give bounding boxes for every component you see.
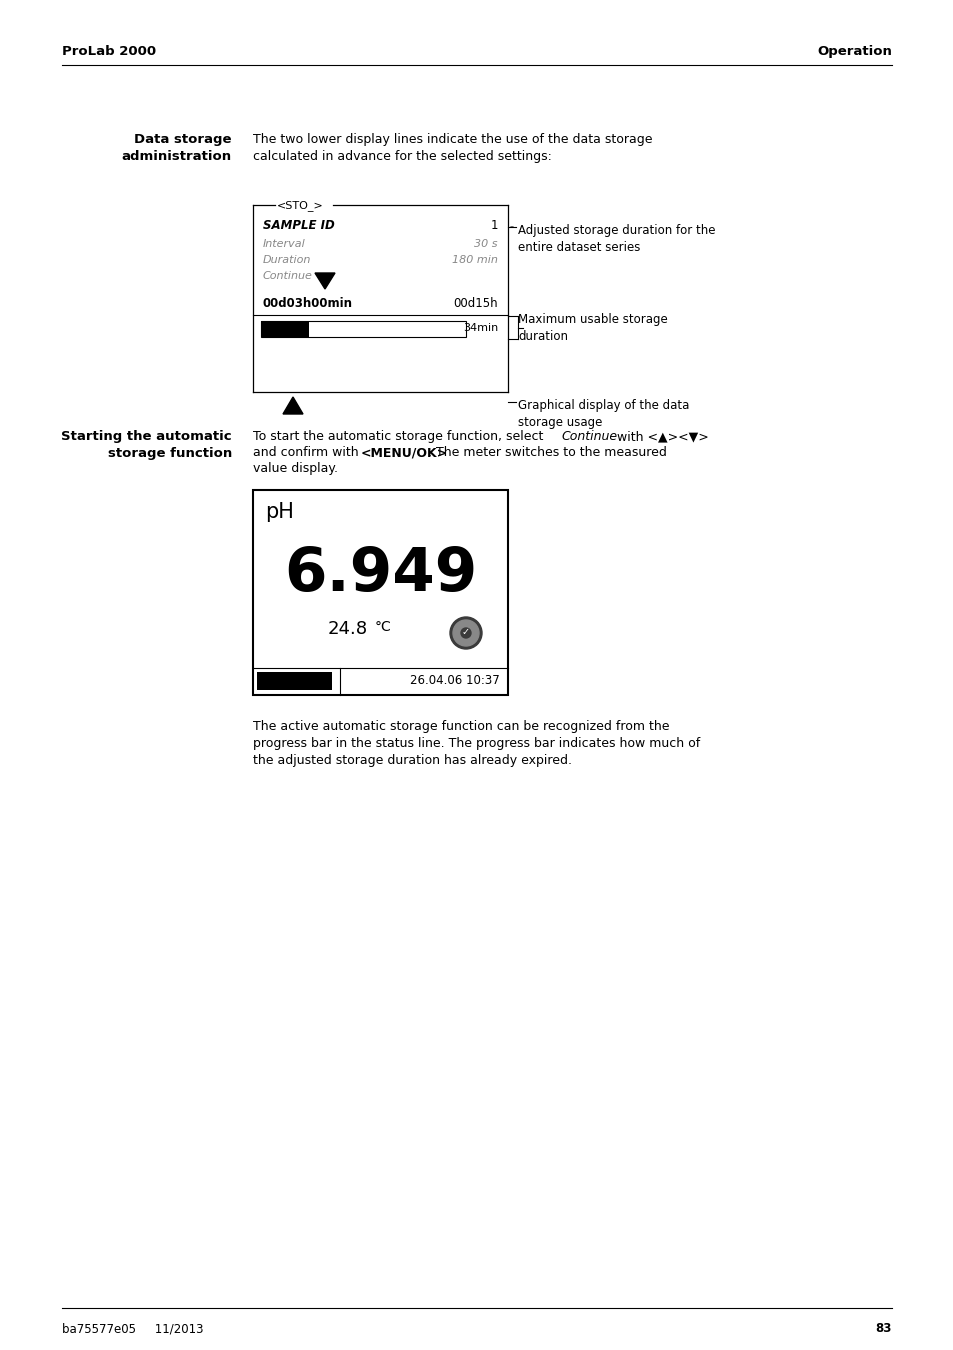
Bar: [261, 321, 309, 338]
Text: To start the automatic storage function, select: To start the automatic storage function,…: [253, 431, 547, 443]
Text: ✓: ✓: [461, 626, 470, 637]
Text: . The meter switches to the measured: . The meter switches to the measured: [428, 446, 666, 459]
Bar: [253, 490, 507, 695]
Text: 00d15h: 00d15h: [453, 297, 497, 310]
Text: °C: °C: [375, 620, 392, 634]
Circle shape: [460, 628, 471, 639]
Text: administration: administration: [122, 150, 232, 163]
Text: Starting the automatic: Starting the automatic: [61, 431, 232, 443]
Text: 1: 1: [490, 219, 497, 232]
Bar: [256, 672, 332, 690]
Text: Operation: Operation: [817, 45, 891, 58]
Text: <STO_>: <STO_>: [276, 200, 323, 211]
Text: SAMPLE ID: SAMPLE ID: [263, 219, 335, 232]
Text: Interval: Interval: [263, 239, 305, 248]
Circle shape: [453, 620, 478, 647]
Bar: [261, 321, 465, 338]
Text: The active automatic storage function can be recognized from the
progress bar in: The active automatic storage function ca…: [253, 720, 700, 767]
Text: The two lower display lines indicate the use of the data storage
calculated in a: The two lower display lines indicate the…: [253, 134, 652, 163]
Text: 6.949: 6.949: [284, 545, 476, 603]
Polygon shape: [283, 397, 303, 414]
Text: value display.: value display.: [253, 462, 337, 475]
Text: Graphical display of the data
storage usage: Graphical display of the data storage us…: [517, 400, 689, 429]
Text: Continue: Continue: [263, 271, 313, 281]
Text: Duration: Duration: [263, 255, 311, 265]
Text: <MENU/OK>: <MENU/OK>: [360, 446, 448, 459]
Text: ProLab 2000: ProLab 2000: [62, 45, 156, 58]
Text: Maximum usable storage
duration: Maximum usable storage duration: [517, 313, 667, 343]
Text: 34min: 34min: [462, 323, 497, 333]
Text: pH: pH: [265, 502, 294, 522]
Text: 180 min: 180 min: [452, 255, 497, 265]
Text: 00d03h00min: 00d03h00min: [263, 297, 353, 310]
Circle shape: [450, 617, 481, 649]
Text: 26.04.06 10:37: 26.04.06 10:37: [410, 674, 499, 687]
Text: 24.8: 24.8: [328, 620, 368, 639]
Polygon shape: [314, 273, 335, 289]
Text: 30 s: 30 s: [474, 239, 497, 248]
Text: 83: 83: [875, 1322, 891, 1335]
Text: Adjusted storage duration for the
entire dataset series: Adjusted storage duration for the entire…: [517, 224, 715, 254]
Text: Data storage: Data storage: [134, 134, 232, 146]
Text: with <▲><▼>: with <▲><▼>: [613, 431, 708, 443]
Text: storage function: storage function: [108, 447, 232, 460]
Text: and confirm with: and confirm with: [253, 446, 362, 459]
Bar: [256, 672, 503, 690]
Text: Continue: Continue: [560, 431, 617, 443]
Text: ba75577e05     11/2013: ba75577e05 11/2013: [62, 1322, 203, 1335]
